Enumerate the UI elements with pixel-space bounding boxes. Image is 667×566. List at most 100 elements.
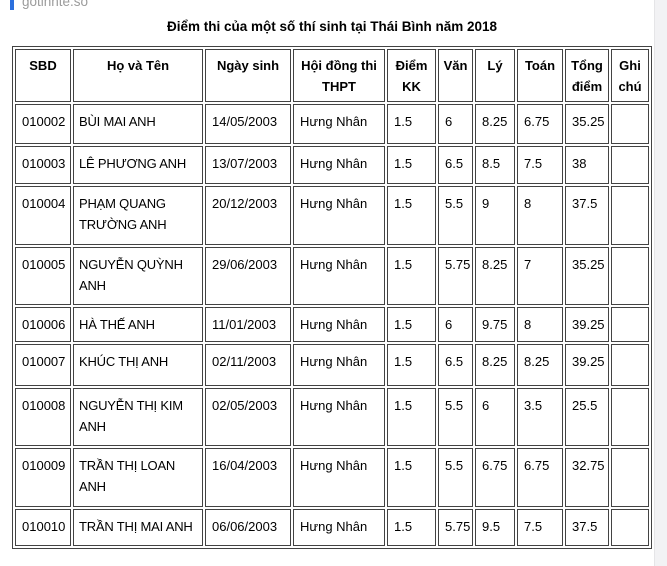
cell-dob: 16/04/2003	[205, 448, 291, 507]
cell-dob: 02/11/2003	[205, 344, 291, 386]
cell-sbd: 010007	[15, 344, 71, 386]
cell-van: 5.5	[438, 186, 473, 245]
cell-van: 6	[438, 307, 473, 342]
cell-ly: 8.25	[475, 247, 515, 305]
cell-dob: 02/05/2003	[205, 388, 291, 446]
cell-total: 39.25	[565, 307, 609, 342]
header-sbd: SBD	[15, 49, 71, 102]
cell-name: PHẠM QUANG TRƯỜNG ANH	[73, 186, 203, 245]
header-van: Văn	[438, 49, 473, 102]
cell-name: HÀ THẾ ANH	[73, 307, 203, 342]
table-row: 010004 PHẠM QUANG TRƯỜNG ANH 20/12/2003 …	[15, 186, 649, 245]
cell-ly: 9.75	[475, 307, 515, 342]
watermark-text: gotinhte.so	[22, 0, 89, 9]
table-row: 010009 TRẦN THỊ LOAN ANH 16/04/2003 Hưng…	[15, 448, 649, 507]
cell-council: Hưng Nhân	[293, 448, 385, 507]
cell-note	[611, 509, 649, 546]
cell-total: 35.25	[565, 247, 609, 305]
cell-kk: 1.5	[387, 186, 436, 245]
header-name: Họ và Tên	[73, 49, 203, 102]
cell-ly: 8.5	[475, 146, 515, 184]
cell-name: BÙI MAI ANH	[73, 104, 203, 144]
cell-name: KHÚC THỊ ANH	[73, 344, 203, 386]
table-row: 010010 TRẦN THỊ MAI ANH 06/06/2003 Hưng …	[15, 509, 649, 546]
cell-kk: 1.5	[387, 247, 436, 305]
side-gutter	[654, 0, 667, 566]
cell-name: NGUYỄN THỊ KIM ANH	[73, 388, 203, 446]
cell-note	[611, 344, 649, 386]
cell-van: 5.5	[438, 388, 473, 446]
table-header-row: SBD Họ và Tên Ngày sinh Hội đồng thi THP…	[15, 49, 649, 102]
table-row: 010008 NGUYỄN THỊ KIM ANH 02/05/2003 Hưn…	[15, 388, 649, 446]
scores-table: SBD Họ và Tên Ngày sinh Hội đồng thi THP…	[12, 46, 652, 549]
cell-ly: 6.75	[475, 448, 515, 507]
cell-total: 37.5	[565, 509, 609, 546]
cell-council: Hưng Nhân	[293, 307, 385, 342]
table-row: 010002 BÙI MAI ANH 14/05/2003 Hưng Nhân …	[15, 104, 649, 144]
cell-toan: 8.25	[517, 344, 563, 386]
quote-bar-icon	[10, 0, 14, 10]
cell-sbd: 010002	[15, 104, 71, 144]
cell-note	[611, 186, 649, 245]
cell-toan: 6.75	[517, 448, 563, 507]
cell-toan: 7	[517, 247, 563, 305]
cell-kk: 1.5	[387, 388, 436, 446]
watermark: gotinhte.so	[10, 0, 88, 10]
cell-kk: 1.5	[387, 307, 436, 342]
cell-van: 6.5	[438, 344, 473, 386]
cell-van: 5.75	[438, 509, 473, 546]
cell-note	[611, 448, 649, 507]
cell-toan: 7.5	[517, 509, 563, 546]
cell-toan: 6.75	[517, 104, 563, 144]
cell-council: Hưng Nhân	[293, 186, 385, 245]
cell-ly: 9	[475, 186, 515, 245]
cell-sbd: 010004	[15, 186, 71, 245]
cell-dob: 11/01/2003	[205, 307, 291, 342]
cell-kk: 1.5	[387, 344, 436, 386]
cell-council: Hưng Nhân	[293, 247, 385, 305]
cell-dob: 20/12/2003	[205, 186, 291, 245]
header-total: Tổng điểm	[565, 49, 609, 102]
header-dob: Ngày sinh	[205, 49, 291, 102]
cell-total: 37.5	[565, 186, 609, 245]
cell-name: LÊ PHƯƠNG ANH	[73, 146, 203, 184]
cell-total: 35.25	[565, 104, 609, 144]
cell-ly: 8.25	[475, 104, 515, 144]
page-title: Điểm thi của một số thí sinh tại Thái Bì…	[166, 19, 498, 34]
cell-name: TRẦN THỊ LOAN ANH	[73, 448, 203, 507]
header-council: Hội đồng thi THPT	[293, 49, 385, 102]
header-toan: Toán	[517, 49, 563, 102]
cell-sbd: 010006	[15, 307, 71, 342]
cell-council: Hưng Nhân	[293, 388, 385, 446]
cell-toan: 8	[517, 186, 563, 245]
header-kk: Điểm KK	[387, 49, 436, 102]
cell-kk: 1.5	[387, 509, 436, 546]
header-note: Ghi chú	[611, 49, 649, 102]
cell-toan: 3.5	[517, 388, 563, 446]
table-row: 010007 KHÚC THỊ ANH 02/11/2003 Hưng Nhân…	[15, 344, 649, 386]
cell-dob: 29/06/2003	[205, 247, 291, 305]
cell-dob: 13/07/2003	[205, 146, 291, 184]
cell-kk: 1.5	[387, 448, 436, 507]
cell-council: Hưng Nhân	[293, 104, 385, 144]
cell-name: NGUYỄN QUỲNH ANH	[73, 247, 203, 305]
cell-sbd: 010003	[15, 146, 71, 184]
cell-sbd: 010005	[15, 247, 71, 305]
cell-total: 38	[565, 146, 609, 184]
cell-council: Hưng Nhân	[293, 146, 385, 184]
cell-toan: 8	[517, 307, 563, 342]
cell-council: Hưng Nhân	[293, 344, 385, 386]
cell-council: Hưng Nhân	[293, 509, 385, 546]
header-ly: Lý	[475, 49, 515, 102]
table-row: 010003 LÊ PHƯƠNG ANH 13/07/2003 Hưng Nhâ…	[15, 146, 649, 184]
cell-note	[611, 146, 649, 184]
cell-dob: 14/05/2003	[205, 104, 291, 144]
cell-sbd: 010008	[15, 388, 71, 446]
cell-van: 6	[438, 104, 473, 144]
cell-total: 32.75	[565, 448, 609, 507]
cell-note	[611, 307, 649, 342]
cell-toan: 7.5	[517, 146, 563, 184]
cell-note	[611, 104, 649, 144]
cell-note	[611, 388, 649, 446]
cell-ly: 8.25	[475, 344, 515, 386]
